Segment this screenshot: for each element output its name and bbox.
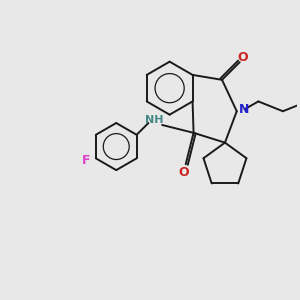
Text: F: F xyxy=(82,154,90,167)
Text: O: O xyxy=(178,166,189,178)
Text: NH: NH xyxy=(145,115,164,125)
Text: O: O xyxy=(237,51,248,64)
Text: N: N xyxy=(238,103,249,116)
